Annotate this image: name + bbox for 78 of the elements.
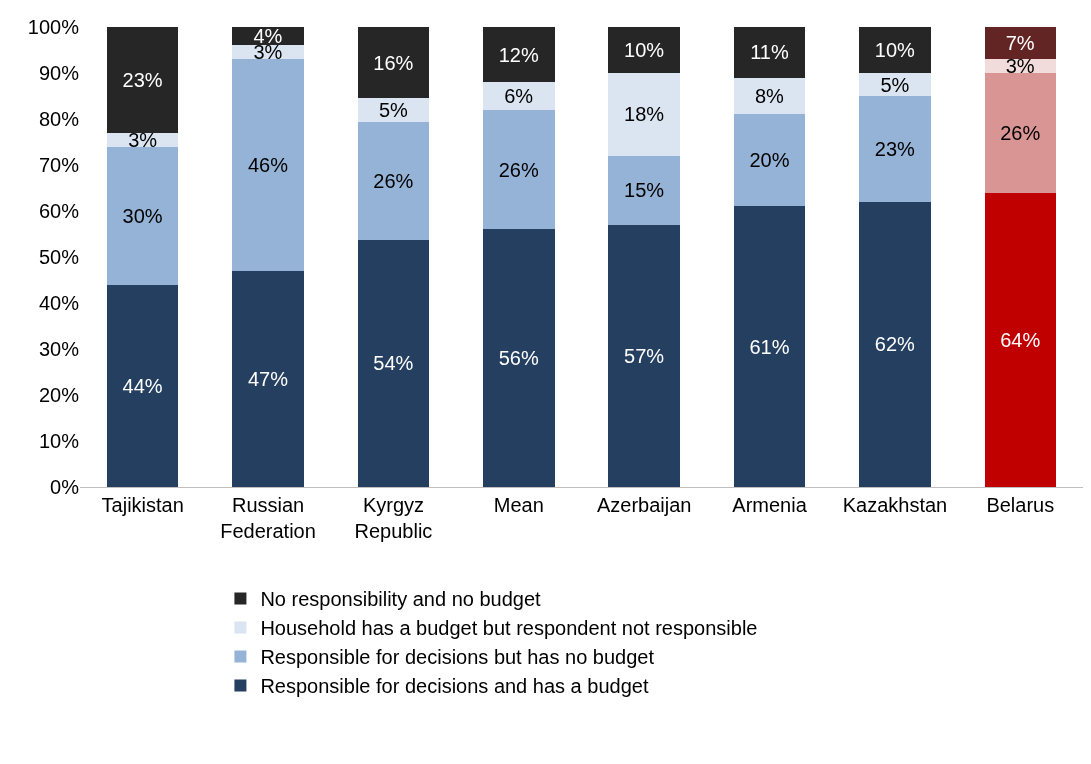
data-label: 5% [880, 73, 910, 96]
data-label: 54% [373, 352, 414, 375]
bar [984, 192, 1057, 487]
data-label: 11% [750, 41, 789, 64]
data-label: 18% [624, 103, 665, 126]
data-label: 3% [128, 128, 158, 151]
data-label: 8% [755, 85, 785, 107]
data-label: 6% [504, 85, 534, 107]
y-tick-label: 50% [38, 246, 80, 268]
y-tick-label: 0% [50, 476, 80, 498]
data-label: 26% [498, 158, 539, 181]
data-label: 10% [874, 39, 916, 61]
legend-label: Responsible for decisions but has no budget [260, 646, 655, 669]
bar [608, 155, 680, 225]
legend-label: No responsibility and no budget [260, 588, 542, 611]
bar [483, 27, 555, 83]
y-tick-label: 90% [38, 62, 80, 84]
x-tick-label: Tajikistan [101, 494, 184, 516]
x-tick-label: Kyrgyz Republic [354, 494, 433, 542]
bar [984, 27, 1057, 60]
bar [483, 109, 555, 230]
y-tick-label: 30% [38, 338, 80, 360]
x-tick-label: Azerbaijan [596, 494, 692, 516]
y-tick-label: 100% [27, 16, 80, 38]
bar [859, 201, 931, 487]
bar [608, 73, 680, 156]
legend-label: Responsible for decisions and has a budget [260, 675, 649, 698]
legend-label: Household has a budget but respondent not responsible [260, 617, 758, 640]
data-label: 23% [122, 68, 163, 91]
data-label: 12% [498, 43, 539, 66]
bar [859, 27, 931, 73]
data-label: 3% [1005, 55, 1035, 78]
bar [106, 284, 179, 487]
data-label: 23% [874, 137, 916, 160]
bar [733, 27, 806, 78]
y-tick-label: 60% [38, 200, 80, 222]
bar [483, 82, 555, 110]
data-label: 44% [122, 374, 163, 397]
y-tick-label: 70% [38, 154, 80, 176]
y-tick-label: 10% [38, 430, 80, 452]
data-label: 56% [498, 347, 539, 370]
data-label: 46% [247, 154, 289, 176]
data-label: 64% [1000, 328, 1041, 351]
bar [232, 270, 304, 487]
bar [232, 59, 304, 271]
x-tick-label: Russian Federation [220, 494, 316, 542]
data-label: 61% [749, 335, 790, 358]
data-label: 10% [624, 39, 665, 61]
bar [357, 121, 430, 240]
data-label: 47% [247, 367, 289, 390]
data-label: 62% [874, 333, 916, 356]
data-label: 7% [1005, 32, 1035, 55]
x-tick-label: Armenia [732, 494, 808, 516]
data-label: 20% [749, 149, 790, 172]
y-tick-label: 40% [38, 292, 80, 314]
data-label: 15% [624, 179, 665, 202]
data-label: 5% [378, 99, 408, 122]
bar [608, 27, 680, 73]
bar [357, 239, 430, 487]
data-label: 26% [1000, 121, 1041, 144]
bar [733, 114, 806, 207]
data-label: 57% [624, 344, 665, 367]
x-tick-label: Mean [493, 494, 544, 516]
bar [984, 73, 1057, 193]
y-tick-label: 20% [38, 384, 80, 406]
data-label: 30% [122, 204, 163, 227]
data-label: 26% [373, 169, 414, 192]
x-tick-label: Kazakhstan [842, 494, 948, 516]
bar [106, 27, 179, 133]
data-label: 16% [373, 51, 414, 74]
bar [357, 27, 430, 99]
bar [859, 96, 931, 202]
bar [733, 206, 806, 487]
bar [608, 224, 680, 487]
x-tick-label: Belarus [986, 494, 1055, 516]
y-tick-label: 80% [38, 108, 80, 130]
bar [483, 229, 555, 487]
bar [106, 146, 179, 285]
